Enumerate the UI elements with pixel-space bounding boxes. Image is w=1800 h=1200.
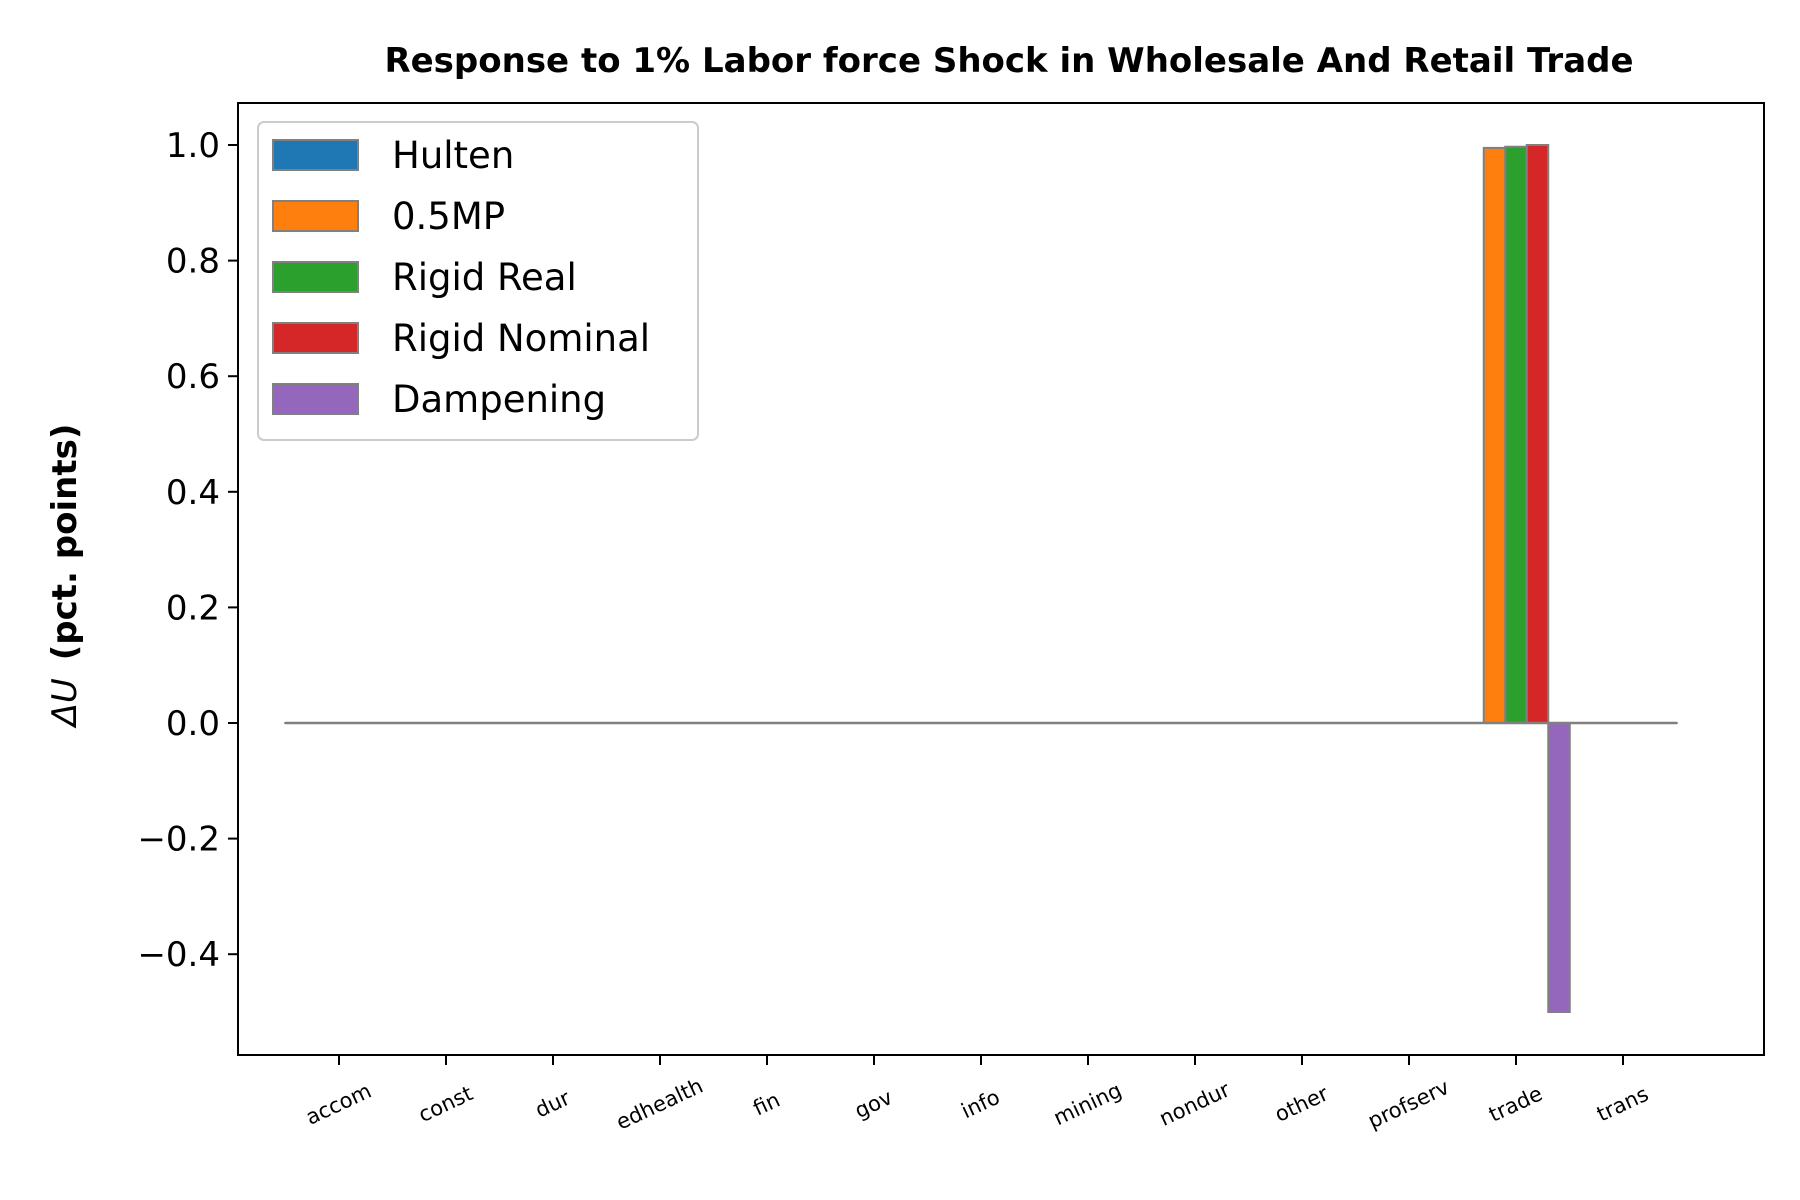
y-tick-label: −0.4 [137, 935, 220, 975]
legend-swatch [272, 261, 359, 293]
chart-title: Response to 1% Labor force Shock in Whol… [384, 41, 1633, 81]
y-tick-label: −0.2 [137, 820, 220, 860]
y-tick-label: 0.4 [166, 473, 220, 513]
legend-label: 0.5MP [392, 195, 505, 238]
bar [1482, 146, 1507, 724]
legend-label: Hulten [392, 134, 514, 177]
legend-swatch [272, 200, 359, 232]
legend-swatch [272, 383, 359, 415]
legend: Hulten 0.5MP Rigid Real Rigid Nominal Dampen… [257, 121, 699, 441]
y-tick-label: 0.8 [166, 242, 220, 282]
legend-label: Dampening [392, 378, 606, 421]
y-tick-label: 0.0 [166, 704, 220, 744]
legend-frame [257, 121, 699, 441]
legend-swatch [272, 139, 359, 171]
y-axis-label-text: ΔU (pct. points) [45, 424, 85, 730]
axes-frame [237, 102, 1765, 1056]
bar [1525, 144, 1550, 724]
y-axis-label: ΔU (pct. points) [45, 424, 85, 730]
y-axis-label-units: (pct. points) [45, 424, 85, 661]
legend-swatch [272, 322, 359, 354]
y-tick-label: 0.6 [166, 357, 220, 397]
bar [1504, 145, 1528, 724]
y-tick-label: 0.2 [166, 588, 220, 628]
legend-label: Rigid Nominal [392, 317, 650, 360]
legend-label: Rigid Real [392, 256, 577, 299]
y-tick-label: 1.0 [166, 126, 220, 166]
y-axis-label-symbol: ΔU [45, 678, 85, 729]
bar [1547, 722, 1571, 1013]
